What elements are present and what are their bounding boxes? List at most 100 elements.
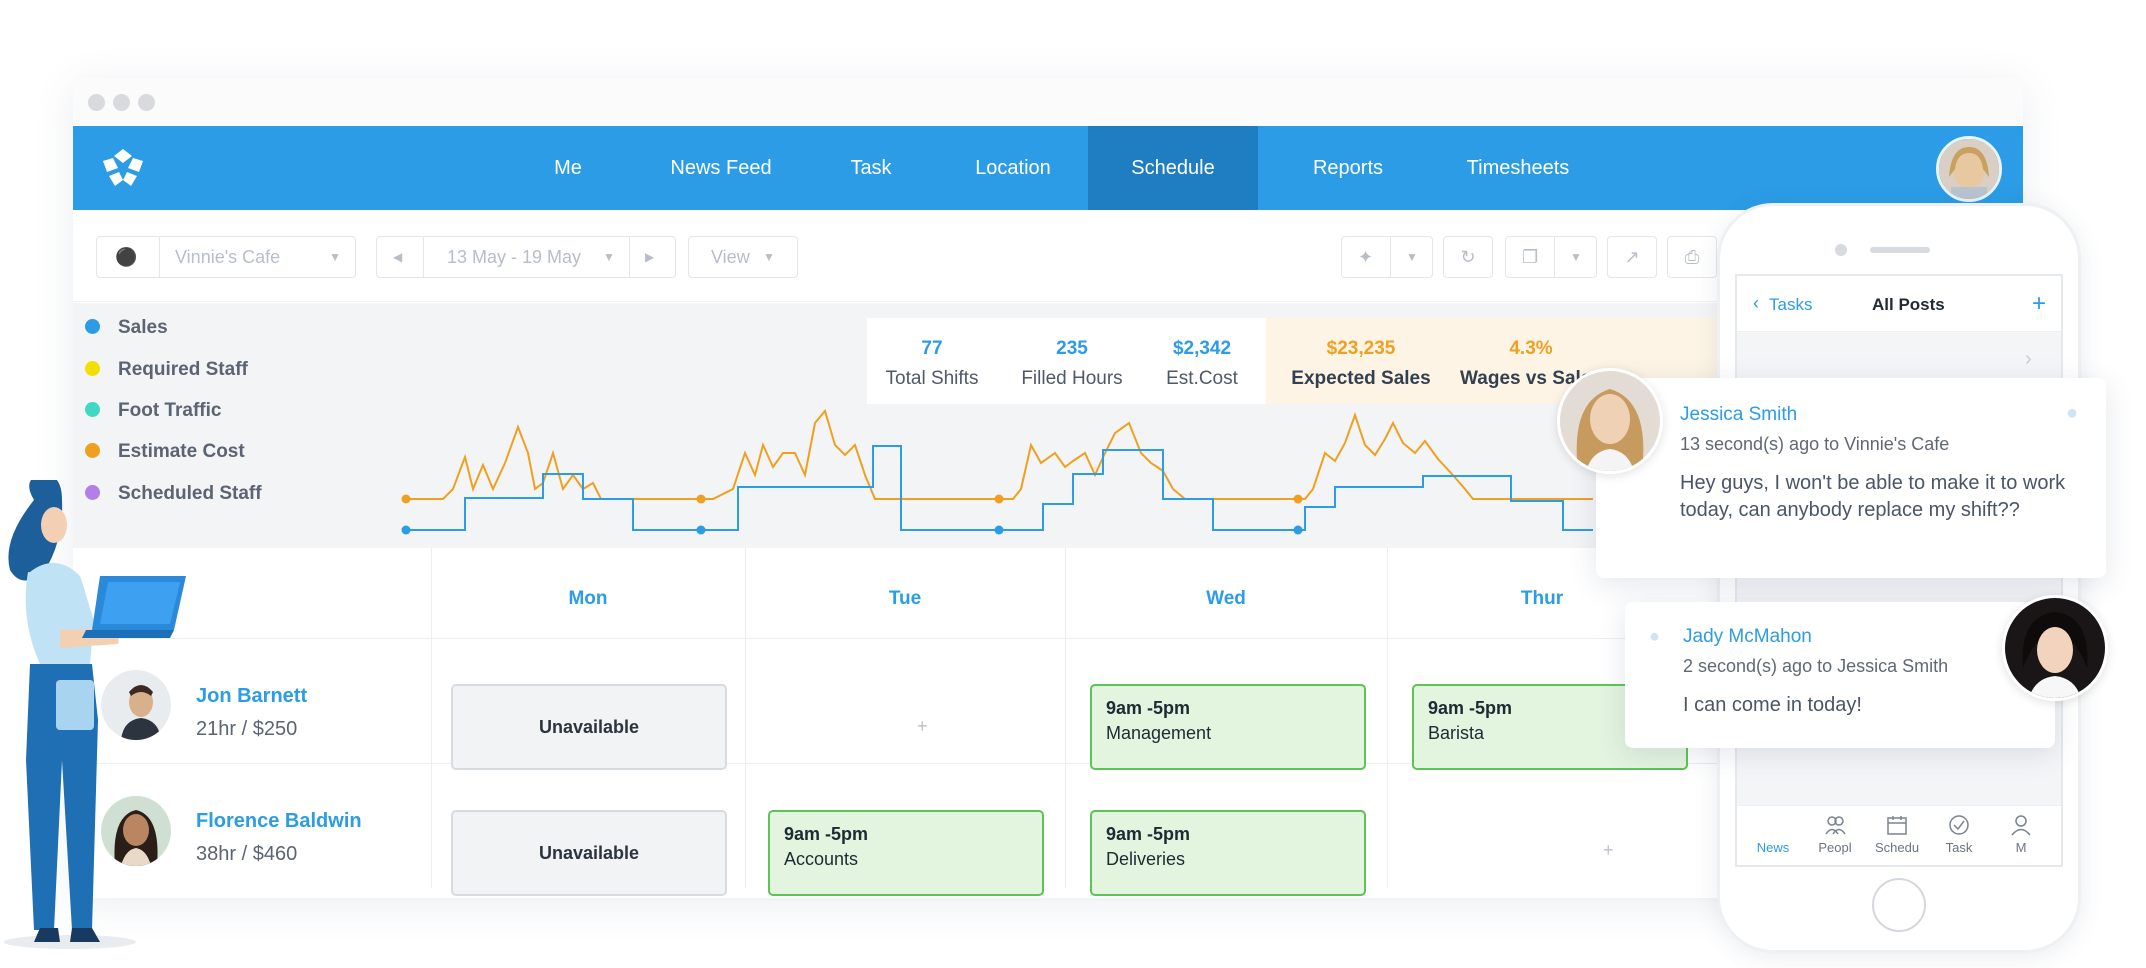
stat-label: Filled Hours	[1021, 368, 1123, 389]
date-range-picker[interactable]: ◀ 13 May - 19 May ▼ ▶	[376, 236, 676, 278]
shift-card[interactable]: 9am -5pm Management	[1090, 684, 1366, 770]
tab-me[interactable]: M	[1991, 814, 2051, 855]
chat-sender-name[interactable]: Jessica Smith	[1680, 404, 1798, 425]
sales-point[interactable]	[401, 525, 411, 535]
legend-required-staff[interactable]: Required Staff	[85, 359, 248, 383]
nav-timesheets[interactable]: Timesheets	[1466, 157, 1570, 179]
window-close-dot[interactable]	[88, 94, 105, 111]
shift-time: 9am -5pm	[784, 824, 869, 844]
stat-est-cost: $2,342 Est.Cost	[1147, 318, 1257, 390]
estimate-cost-point[interactable]	[401, 494, 411, 504]
window-minimize-dot[interactable]	[113, 94, 130, 111]
chart-toggle-button[interactable]: ↗	[1607, 236, 1657, 278]
window-titlebar	[73, 78, 2023, 126]
avatar[interactable]	[1557, 368, 1663, 474]
sales-point[interactable]	[994, 525, 1004, 535]
people-icon	[1825, 816, 1846, 835]
estimate-cost-point[interactable]	[994, 494, 1004, 504]
nav-news-feed[interactable]: News Feed	[670, 157, 772, 179]
legend-foot-traffic[interactable]: Foot Traffic	[85, 400, 221, 424]
estimate-cost-point[interactable]	[1293, 494, 1303, 504]
magic-wand-button[interactable]: ✦ ▼	[1341, 236, 1433, 278]
shift-card[interactable]: 9am -5pm Barista	[1412, 684, 1688, 770]
day-header-mon[interactable]: Mon	[568, 588, 608, 609]
unavailable-cell[interactable]: Unavailable	[451, 684, 727, 770]
shift-role: Management	[1106, 723, 1212, 743]
tab-task[interactable]: Task	[1929, 814, 1989, 855]
window-zoom-dot[interactable]	[138, 94, 155, 111]
chat-message-card[interactable]: ● Jady McMahon 2 second(s) ago to Jessic…	[1625, 602, 2055, 748]
location-select-value: Vinnie's Cafe	[175, 247, 281, 267]
stat-expected-sales: $23,235 Expected Sales	[1276, 318, 1446, 390]
nav-me[interactable]: Me	[554, 157, 582, 179]
tab-news[interactable]: News	[1743, 814, 1803, 855]
view-dropdown-label: View	[711, 247, 750, 267]
back-chevron-icon[interactable]: ‹	[1753, 293, 1759, 313]
trend-icon: ↗	[1624, 247, 1640, 267]
check-circle-icon	[1949, 815, 1969, 835]
logo-icon[interactable]	[99, 146, 147, 190]
legend-scheduled-staff[interactable]: Scheduled Staff	[85, 483, 262, 507]
back-button[interactable]: Tasks	[1769, 295, 1813, 314]
day-header-thur[interactable]: Thur	[1520, 588, 1564, 609]
user-avatar[interactable]	[1936, 136, 2002, 202]
estimate-cost-line	[406, 408, 1593, 500]
tab-people[interactable]: Peopl	[1805, 814, 1865, 855]
nav-location[interactable]: Location	[975, 157, 1051, 179]
phone-speaker	[1870, 247, 1930, 253]
unavailable-cell[interactable]: Unavailable	[451, 810, 727, 896]
view-dropdown[interactable]: View ▼	[688, 236, 798, 278]
sales-point[interactable]	[696, 525, 706, 535]
stat-label: Wages vs Sales	[1460, 368, 1602, 389]
add-shift-button[interactable]: +	[917, 716, 928, 736]
employee-name[interactable]: Florence Baldwin	[196, 810, 362, 832]
day-header-tue[interactable]: Tue	[888, 588, 922, 609]
add-shift-button[interactable]: +	[1603, 840, 1614, 860]
chat-message-card[interactable]: Jessica Smith 13 second(s) ago to Vinnie…	[1596, 378, 2106, 578]
comment-icon: ●	[2066, 402, 2079, 424]
refresh-icon: ↻	[1460, 247, 1476, 267]
location-select[interactable]: ⚫ Vinnie's Cafe ▼	[96, 236, 356, 278]
schedule-toolbar: ⚫ Vinnie's Cafe ▼ ◀ 13 May - 19 May ▼ ▶ …	[73, 210, 2023, 302]
day-header-wed[interactable]: Wed	[1206, 588, 1246, 609]
copy-button[interactable]: ❐ ▼	[1505, 236, 1597, 278]
sales-line	[406, 445, 1593, 531]
tab-label: Peopl	[1818, 840, 1852, 855]
print-button[interactable]: ⎙	[1667, 236, 1717, 278]
avatar[interactable]	[101, 670, 171, 740]
legend-sales[interactable]: Sales	[85, 317, 168, 341]
sales-point[interactable]	[1293, 525, 1303, 535]
shift-role: Accounts	[784, 849, 859, 869]
tab-schedule[interactable]: Schedu	[1867, 814, 1927, 855]
avatar[interactable]	[2002, 595, 2108, 701]
legend-dot-scheduled-staff	[85, 485, 100, 500]
phone-home-button[interactable]	[1872, 878, 1926, 932]
next-week-icon[interactable]: ▶	[645, 250, 655, 264]
refresh-button[interactable]: ↻	[1443, 236, 1493, 278]
employee-name[interactable]: Jon Barnett	[196, 685, 308, 707]
legend-dot-foot-traffic	[85, 402, 100, 417]
chevron-right-icon[interactable]: ›	[2025, 348, 2032, 370]
add-post-button[interactable]: +	[2032, 290, 2047, 317]
shift-card[interactable]: 9am -5pm Deliveries	[1090, 810, 1366, 896]
chat-sender-name[interactable]: Jady McMahon	[1683, 626, 1812, 647]
shift-role: Barista	[1428, 723, 1485, 743]
avatar[interactable]	[101, 796, 171, 866]
estimate-cost-point[interactable]	[696, 494, 706, 504]
chevron-down-icon: ▼	[1570, 250, 1582, 264]
stat-label: Est.Cost	[1166, 368, 1238, 389]
stat-value: $23,235	[1326, 338, 1396, 359]
legend-estimate-cost[interactable]: Estimate Cost	[85, 441, 245, 465]
phone-mockup: ‹ Tasks All Posts + › News Peopl Schedu	[1717, 203, 2081, 953]
chat-message-text: I can come in today!	[1683, 694, 1862, 716]
prev-week-icon[interactable]: ◀	[393, 250, 403, 264]
nav-reports[interactable]: Reports	[1312, 157, 1384, 179]
nav-task[interactable]: Task	[850, 157, 892, 179]
nav-schedule[interactable]: Schedule	[1088, 126, 1258, 210]
shift-card[interactable]: 9am -5pm Accounts	[768, 810, 1044, 896]
shift-time: 9am -5pm	[1106, 698, 1191, 718]
stat-value: 77	[921, 338, 943, 359]
print-icon: ⎙	[1684, 247, 1700, 267]
tab-label: M	[2015, 840, 2027, 855]
